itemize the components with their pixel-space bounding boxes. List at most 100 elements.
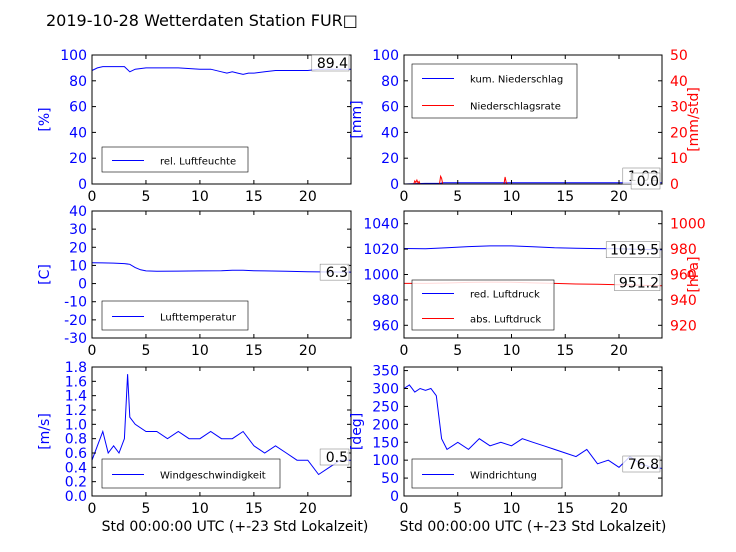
legend-label: abs. Luftdruck [470, 315, 541, 326]
y-tick-label: 150 [372, 435, 399, 451]
value-label-box [614, 274, 661, 291]
y-tick-label: 0 [390, 177, 399, 193]
y-right-tick-label: 20 [670, 125, 688, 141]
figure-title: 2019-10-28 Wetterdaten Station FUR□ [46, 11, 358, 30]
x-axis-label-left: Std 00:00:00 UTC (+-23 Std Lokalzeit) [102, 519, 369, 535]
y-axis-label-humidity: [%] [37, 107, 53, 131]
y-tick-label: 0 [78, 177, 87, 193]
last-value-label-temperature: 6.3 [326, 265, 348, 281]
y-tick-label: 80 [381, 74, 399, 90]
x-tick-label: 15 [245, 501, 263, 517]
x-tick-label: 15 [245, 343, 263, 359]
y-right-tick-label: 920 [670, 318, 697, 334]
axes-frame-precipitation [403, 54, 663, 185]
chart-temperature: 0 5 10 15 20 -30 -20 -10 0 10 20 30 40 [C] Lufttempera… [37, 204, 352, 359]
x-tick-label: 20 [299, 501, 317, 517]
legend-label: Niederschlagsrate [470, 102, 561, 113]
y-tick-label: 1.4 [65, 389, 87, 405]
legend-label: Lufttemperatur [160, 313, 237, 324]
y-right-tick-label: 940 [670, 293, 697, 309]
value-label-box [630, 172, 661, 190]
chart-wind_direction: 0 5 10 15 20050100150200250300350[deg]Windri… [349, 364, 663, 517]
y-tick-label: 100 [372, 48, 399, 64]
x-tick-label: 20 [610, 501, 628, 517]
y-right-tick-label: 50 [670, 48, 688, 64]
last-value-label-pressure: 1019.5 [610, 243, 659, 259]
y-tick-label: 200 [372, 417, 399, 433]
series-line-precipitation-1 [404, 174, 662, 185]
y-tick-label: 40 [69, 125, 87, 141]
y-tick-label: 1.6 [65, 374, 87, 390]
y-right-tick-label: 960 [670, 268, 697, 284]
chart-wind_speed: 0 5 10 15 20 0.00.20.40.60.81.01.21.41.61.8 [m… [37, 360, 352, 517]
y-right-tick-label: 10 [670, 151, 688, 167]
y-tick-label: 100 [60, 48, 87, 64]
x-tick-label: 15 [556, 501, 574, 517]
x-tick-label: 5 [141, 343, 150, 359]
y-axis-label-wind_speed: [m/s] [37, 413, 53, 450]
y-tick-label: 100 [372, 453, 399, 469]
last-value-label-humidity: 89.4 [317, 56, 348, 72]
legend-pressure: red. Luftdruck abs. Luftdruck [411, 279, 555, 331]
y-tick-label: 0 [78, 277, 87, 293]
y-tick-label: 350 [372, 364, 399, 380]
legend-wind_direction: Windrichtung [411, 458, 563, 489]
last-value-label-wind_direction: 76.8 [628, 457, 659, 473]
y-tick-label: 10 [69, 258, 87, 274]
x-tick-label: 5 [141, 189, 150, 205]
chart-pressure: 0 5 10 15 20 960 980 1000 1020 1040 920 940 960 980 10… [363, 210, 706, 359]
value-label-box [311, 54, 350, 72]
y-tick-label: 0.8 [65, 432, 87, 448]
y-tick-label: 960 [372, 318, 399, 334]
x-tick-label: 5 [453, 189, 462, 205]
legend-box [101, 458, 281, 489]
series-line-humidity-0 [91, 66, 351, 75]
x-tick-label: 0 [400, 501, 409, 517]
y-tick-label: 60 [69, 100, 87, 116]
y-right-tick-label: 1000 [670, 217, 706, 233]
y-tick-label: 980 [372, 293, 399, 309]
y-axis-label-wind_direction: [deg] [349, 413, 365, 450]
x-tick-label: 10 [503, 343, 521, 359]
x-tick-label: 20 [299, 189, 317, 205]
x-tick-label: 10 [191, 343, 209, 359]
axes-frame-humidity [91, 54, 352, 185]
x-tick-label: 15 [556, 189, 574, 205]
y-tick-label: 40 [69, 204, 87, 220]
x-tick-label: 20 [610, 343, 628, 359]
legend-label: red. Luftdruck [470, 290, 540, 301]
x-tick-label: 0 [400, 343, 409, 359]
y-tick-label: 0.2 [65, 475, 87, 491]
value-label-box [622, 455, 661, 473]
y-tick-label: 80 [69, 74, 87, 90]
y-tick-label: 300 [372, 382, 399, 398]
y-tick-label: 40 [381, 125, 399, 141]
y-tick-label: 0.0 [65, 489, 87, 505]
axes-frame-temperature [91, 210, 352, 339]
series-line-temperature-0 [91, 262, 352, 273]
last-value-label-precipitation: 0.0 [637, 174, 659, 190]
legend-temperature: Lufttemperatur [101, 300, 249, 331]
x-axis-label-right: Std 00:00:00 UTC (+-23 Std Lokalzeit) [400, 519, 667, 535]
y-tick-label: 1040 [363, 217, 399, 233]
legend-label: kum. Niederschlag [470, 75, 563, 86]
legend-box [411, 279, 555, 331]
y-right-tick-label: 30 [670, 100, 688, 116]
series-line-wind_speed-0 [91, 374, 351, 476]
value-label-box [319, 448, 350, 466]
y-tick-label: 0.6 [65, 446, 87, 462]
x-tick-label: 0 [88, 189, 97, 205]
y-tick-label: 20 [381, 151, 399, 167]
y-right-tick-label: 980 [670, 242, 697, 258]
value-label-box [605, 241, 661, 258]
legend-box [101, 146, 249, 173]
x-tick-label: 10 [191, 501, 209, 517]
x-tick-label: 10 [503, 189, 521, 205]
y-tick-label: 1020 [363, 242, 399, 258]
x-tick-label: 10 [191, 189, 209, 205]
y-axis-label-right-pressure: [hPa] [686, 256, 702, 292]
y-tick-label: 0.4 [65, 460, 87, 476]
legend-humidity: rel. Luftfeuchte [101, 146, 249, 173]
